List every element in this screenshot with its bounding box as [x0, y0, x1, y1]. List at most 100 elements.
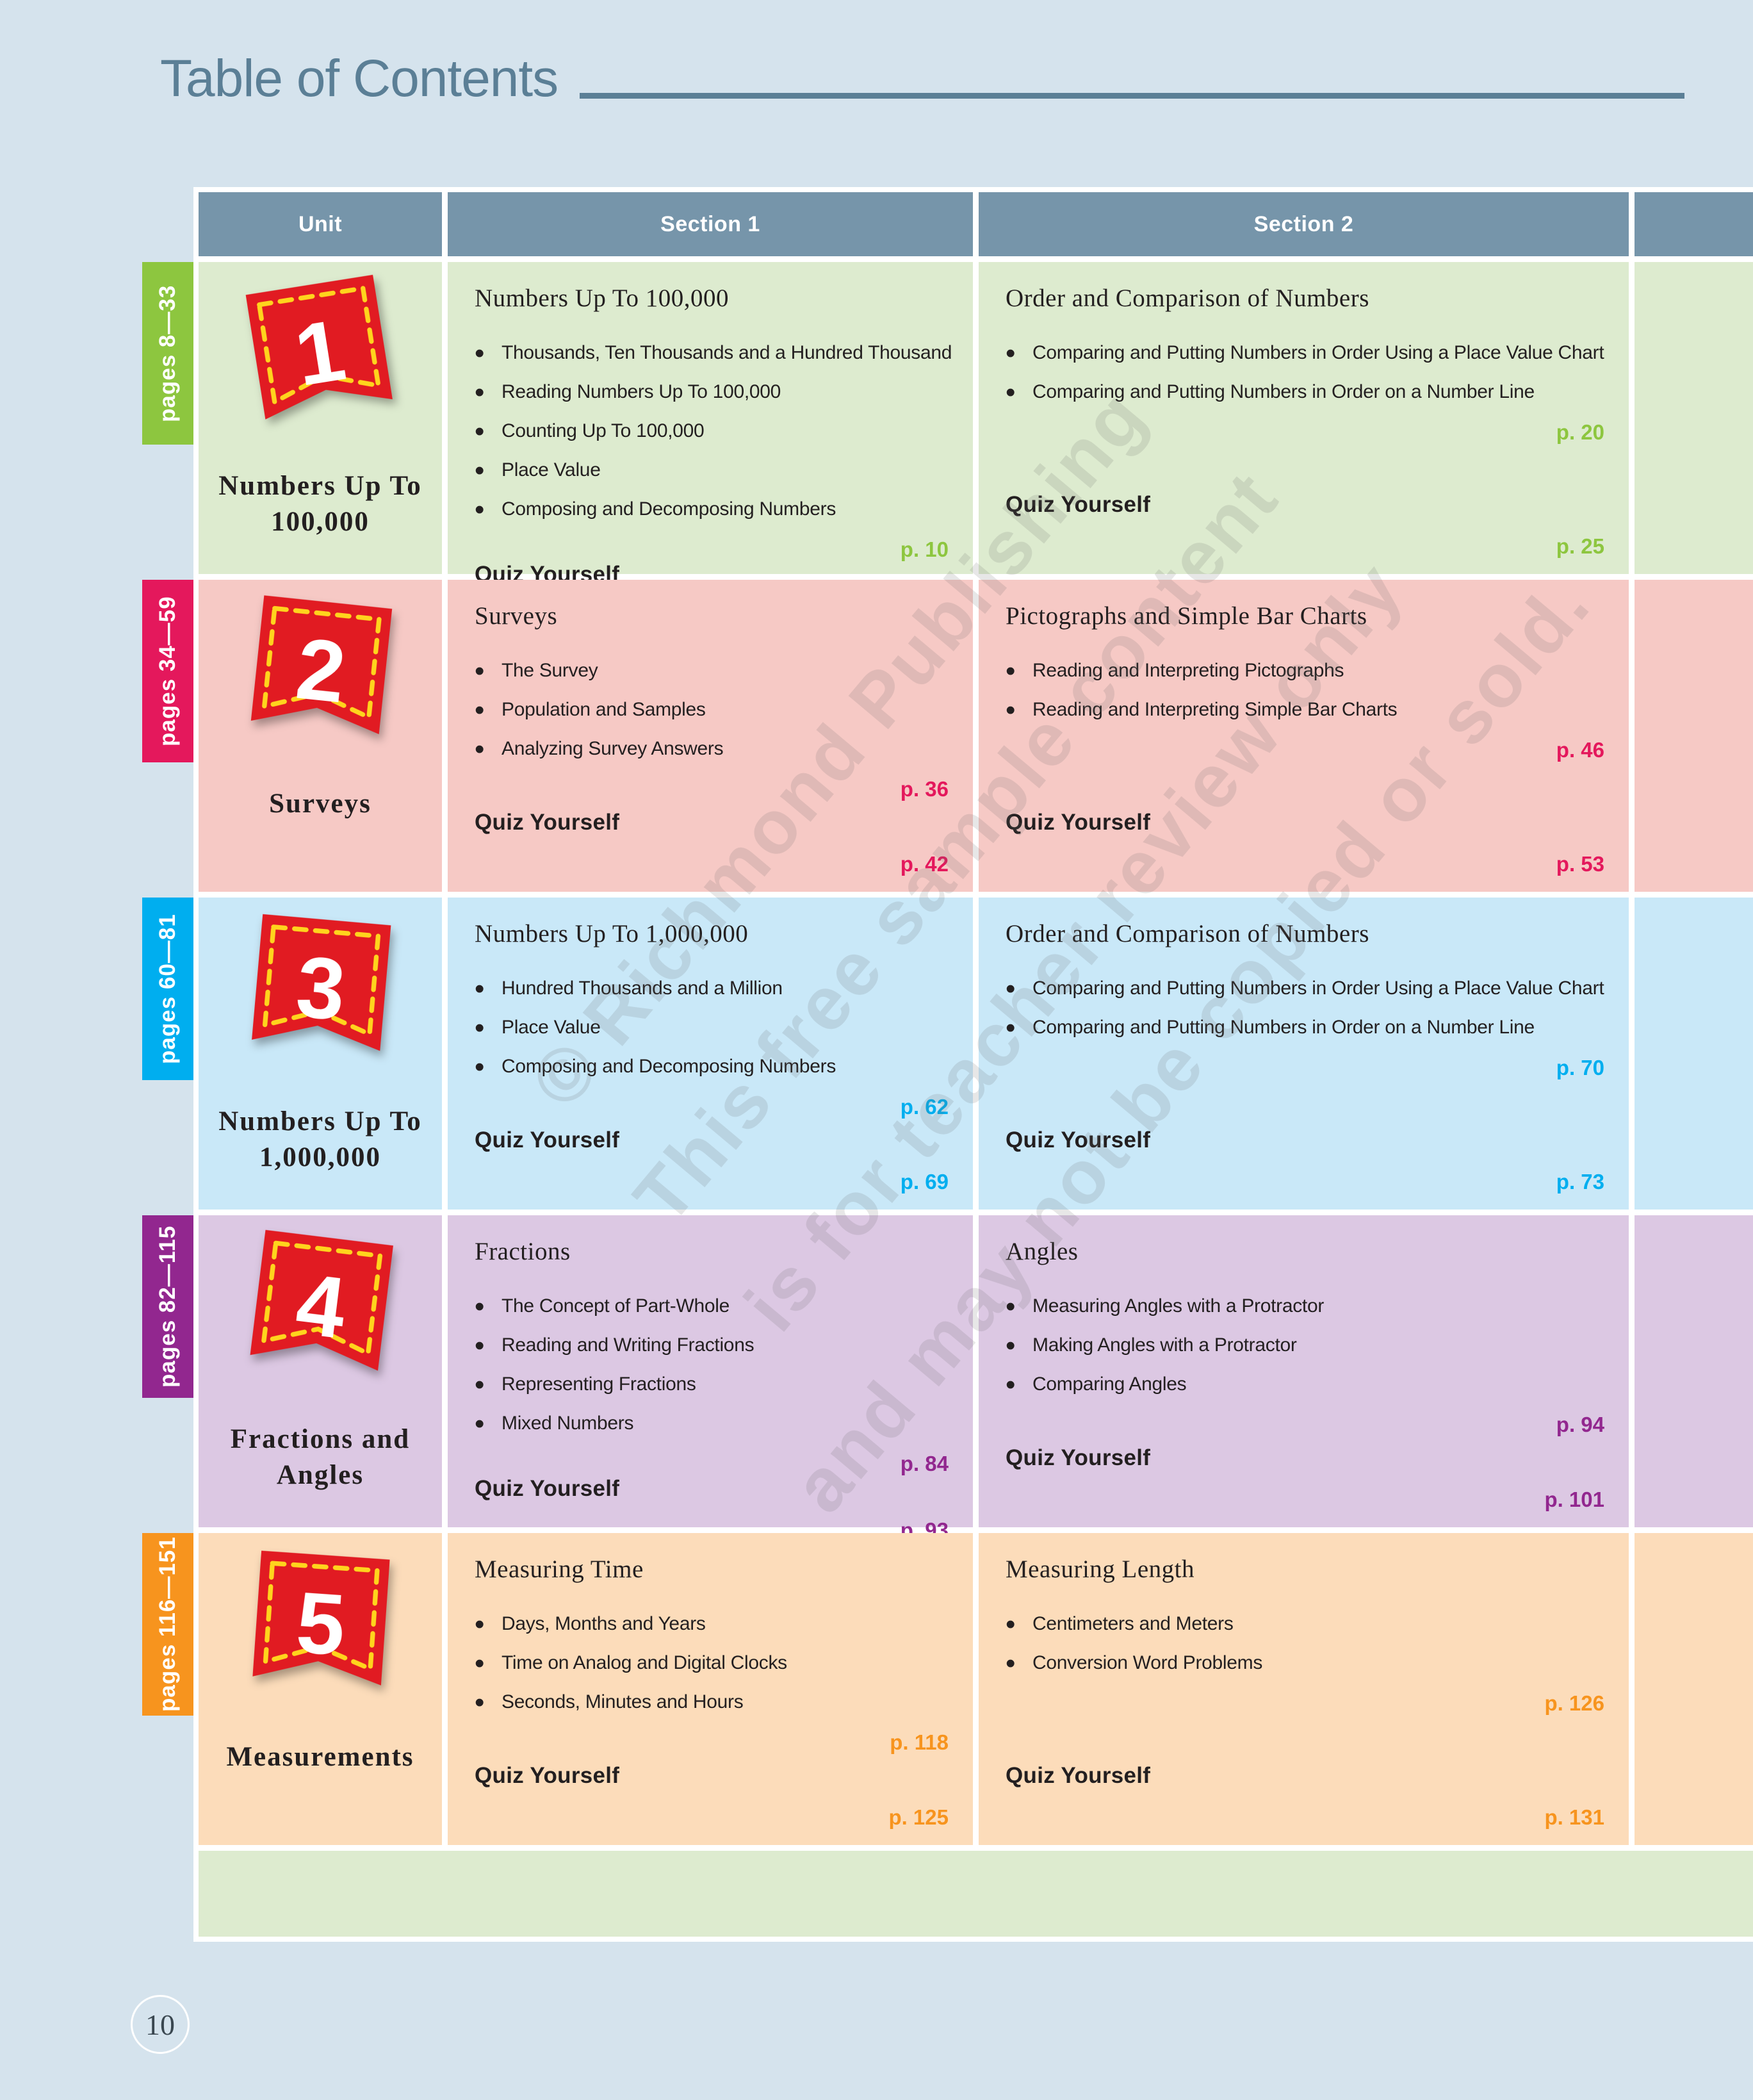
topic-list: Thousands, Ten Thousands and a Hundred T… [475, 338, 954, 537]
quiz-yourself-label: Quiz Yourself [1006, 810, 1151, 835]
unit-title: Measurements [226, 1742, 414, 1772]
quiz-page-ref: p. 69 [900, 1170, 949, 1194]
topic-item: Centimeters and Meters [1006, 1609, 1610, 1641]
section2-cell: Angles Measuring Angles with a Protracto… [979, 1215, 1629, 1527]
pages-tab-unit-4: pages 82—115 [142, 1215, 193, 1398]
quiz-yourself-label: Quiz Yourself [1006, 492, 1151, 517]
section-page-ref: p. 84 [900, 1452, 949, 1475]
title-underline [580, 93, 1684, 99]
section-title: Pictographs and Simple Bar Charts [1006, 602, 1367, 630]
section-title: Order and Comparison of Numbers [1006, 920, 1369, 947]
topic-list: The Survey Population and Samples Analyz… [475, 655, 954, 777]
topic-item: Reading and Interpreting Pictographs [1006, 655, 1610, 687]
section-page-ref: p. 126 [1544, 1691, 1604, 1715]
clipped-section3-cell [1635, 1215, 1753, 1527]
topic-item: Composing and Decomposing Numbers [475, 1051, 954, 1083]
unit-title: Numbers Up To 1,000,000 [218, 1106, 422, 1172]
topic-item: The Concept of Part-Whole [475, 1291, 954, 1323]
unit-cell-4: 4 Fractions and Angles [199, 1215, 442, 1527]
topic-list: Centimeters and Meters Conversion Word P… [1006, 1609, 1610, 1691]
section2-cell: Order and Comparison of Numbers Comparin… [979, 898, 1629, 1210]
topic-item: Comparing and Putting Numbers in Order U… [1006, 338, 1610, 370]
topic-item: Analyzing Survey Answers [475, 734, 954, 766]
topic-item: Place Value [475, 455, 954, 487]
column-header-partial [1635, 192, 1753, 256]
pages-tab-unit-3: pages 60—81 [142, 898, 193, 1080]
quiz-page-ref: p. 25 [1556, 534, 1604, 558]
quiz-page-ref: p. 101 [1544, 1488, 1604, 1511]
topic-item: Composing and Decomposing Numbers [475, 494, 954, 526]
topic-item: Days, Months and Years [475, 1609, 954, 1641]
topic-item: Reading Numbers Up To 100,000 [475, 377, 954, 409]
unit-number: 5 [293, 1574, 348, 1674]
column-header-unit: Unit [199, 192, 442, 256]
section-page-ref: p. 10 [900, 537, 949, 561]
topic-item: Comparing and Putting Numbers in Order U… [1006, 973, 1610, 1005]
topic-list: Comparing and Putting Numbers in Order U… [1006, 338, 1610, 420]
quiz-yourself-label: Quiz Yourself [1006, 1128, 1151, 1153]
clipped-next-unit-row [199, 1851, 1753, 1937]
topic-list: Comparing and Putting Numbers in Order U… [1006, 973, 1610, 1056]
section-page-ref: p. 46 [1556, 738, 1604, 762]
clipped-section3-cell [1635, 1533, 1753, 1845]
topic-item: Representing Fractions [475, 1369, 954, 1401]
unit-title: Fractions and Angles [230, 1424, 411, 1490]
topic-item: Place Value [475, 1012, 954, 1044]
section1-cell: Surveys The Survey Population and Sample… [448, 580, 973, 892]
unit-number: 2 [291, 620, 350, 721]
topic-list: Reading and Interpreting Pictographs Rea… [1006, 655, 1610, 738]
unit-cell-2: 2 Surveys [199, 580, 442, 892]
section-page-ref: p. 70 [1556, 1056, 1604, 1079]
pages-tab-unit-5: pages 116—151 [142, 1533, 193, 1716]
quiz-yourself-label: Quiz Yourself [475, 1476, 620, 1501]
section-page-ref: p. 62 [900, 1095, 949, 1119]
clipped-section3-cell [1635, 262, 1753, 574]
topic-list: Measuring Angles with a Protractor Makin… [1006, 1291, 1610, 1413]
topic-list: Days, Months and Years Time on Analog an… [475, 1609, 954, 1730]
section-title: Order and Comparison of Numbers [1006, 284, 1369, 312]
column-header-section2: Section 2 [979, 192, 1629, 256]
unit-title: Surveys [269, 789, 371, 819]
quiz-page-ref: p. 125 [888, 1805, 949, 1829]
unit-ribbon-badge: 5 [252, 1550, 390, 1686]
topic-item: Comparing and Putting Numbers in Order o… [1006, 377, 1610, 409]
topic-item: Seconds, Minutes and Hours [475, 1687, 954, 1719]
unit-cell-3: 3 Numbers Up To 1,000,000 [199, 898, 442, 1210]
pages-tab-unit-1: pages 8—33 [142, 262, 193, 445]
section1-cell: Fractions The Concept of Part-Whole Read… [448, 1215, 973, 1542]
page-number: 10 [145, 2008, 175, 2041]
topic-item: Population and Samples [475, 694, 954, 726]
topic-list: The Concept of Part-Whole Reading and Wr… [475, 1291, 954, 1452]
unit-title: Numbers Up To 100,000 [218, 471, 422, 537]
pages-tab-unit-2: pages 34—59 [142, 580, 193, 762]
section-page-ref: p. 20 [1556, 420, 1604, 444]
topic-item: Hundred Thousands and a Million [475, 973, 954, 1005]
topic-item: Reading and Interpreting Simple Bar Char… [1006, 694, 1610, 726]
section-page-ref: p. 36 [900, 777, 949, 801]
page-number-badge: 10 [131, 1995, 190, 2054]
section2-cell: Pictographs and Simple Bar Charts Readin… [979, 580, 1629, 892]
unit-ribbon-badge: 2 [250, 595, 392, 735]
section-title: Numbers Up To 100,000 [475, 284, 730, 312]
section-title: Surveys [475, 602, 558, 630]
topic-item: Mixed Numbers [475, 1408, 954, 1440]
quiz-page-ref: p. 131 [1544, 1805, 1604, 1829]
contents-table: Unit Section 1 Section 2 1 Numbers Up To… [193, 187, 1753, 1942]
quiz-yourself-label: Quiz Yourself [475, 810, 620, 835]
topic-item: Making Angles with a Protractor [1006, 1330, 1610, 1362]
column-header-section1: Section 1 [448, 192, 973, 256]
unit-number: 3 [292, 938, 348, 1038]
section2-cell: Order and Comparison of Numbers Comparin… [979, 262, 1629, 574]
topic-item: Thousands, Ten Thousands and a Hundred T… [475, 338, 954, 370]
unit-number: 4 [291, 1255, 350, 1357]
unit-cell-5: 5 Measurements [199, 1533, 442, 1845]
section1-cell: Measuring Time Days, Months and Years Ti… [448, 1533, 973, 1845]
quiz-yourself-label: Quiz Yourself [475, 1128, 620, 1153]
section-title: Fractions [475, 1238, 571, 1265]
section1-cell: Numbers Up To 1,000,000 Hundred Thousand… [448, 898, 973, 1210]
section-page-ref: p. 118 [890, 1730, 949, 1754]
topic-item: Comparing Angles [1006, 1369, 1610, 1401]
unit-ribbon-badge: 4 [250, 1229, 393, 1371]
section1-cell: Numbers Up To 100,000 Thousands, Ten Tho… [448, 262, 973, 628]
